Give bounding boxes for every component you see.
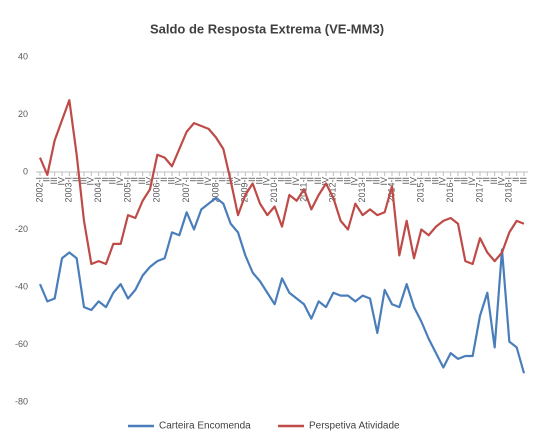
- x-tick-label: IV: [144, 177, 154, 186]
- x-tick-label: IV: [438, 177, 448, 186]
- x-tick-label: II: [482, 177, 492, 182]
- x-tick-label: IV: [203, 177, 213, 186]
- x-tick-label: 2008-I: [210, 177, 220, 203]
- x-tick-label: IV: [320, 177, 330, 186]
- x-tick-label: IV: [232, 177, 242, 186]
- x-tick-label: IV: [115, 177, 125, 186]
- x-tick-label: IV: [262, 177, 272, 186]
- x-tick-label: IV: [291, 177, 301, 186]
- x-tick-label: IV: [467, 177, 477, 186]
- line-series: [38, 99, 525, 266]
- x-tick-label: II: [306, 177, 316, 182]
- x-tick-label: 2012-I: [328, 177, 338, 203]
- x-tick-label: II: [452, 177, 462, 182]
- x-tick-label: III: [108, 177, 118, 185]
- x-tick-label: IV: [350, 177, 360, 186]
- x-tick-label: II: [130, 177, 140, 182]
- legend-label: Carteira Encomenda: [159, 421, 251, 432]
- x-tick-label: II: [42, 177, 52, 182]
- x-tick-label: II: [364, 177, 374, 182]
- line-series: [38, 196, 526, 374]
- x-tick-label: 2010-I: [269, 177, 279, 203]
- x-tick-label: 2009-I: [240, 177, 250, 203]
- x-tick-label: IV: [56, 177, 66, 186]
- x-tick-label: II: [159, 177, 169, 182]
- x-tick-label: IV: [174, 177, 184, 186]
- x-tick-label: III: [342, 177, 352, 185]
- x-tick-label: 2003-I: [64, 177, 74, 203]
- x-tick-label: II: [423, 177, 433, 182]
- x-tick-label: 2004-I: [93, 177, 103, 203]
- x-tick-label: 2002-I: [34, 177, 44, 203]
- x-tick-label: III: [460, 177, 470, 185]
- y-tick-label: 0: [23, 166, 28, 176]
- x-tick-label: III: [254, 177, 264, 185]
- x-tick-label: III: [489, 177, 499, 185]
- x-tick-label: III: [196, 177, 206, 185]
- x-tick-label: III: [284, 177, 294, 185]
- x-tick-label: II: [218, 177, 228, 182]
- x-tick-label: IV: [408, 177, 418, 186]
- x-tick-label: III: [430, 177, 440, 185]
- y-tick-label: -60: [15, 339, 28, 349]
- x-tick-label: 2018-I: [504, 177, 514, 203]
- y-tick-label: 20: [18, 109, 28, 119]
- x-tick-label: III: [78, 177, 88, 185]
- x-tick-label: 2016-I: [445, 177, 455, 203]
- y-tick-label: 40: [18, 51, 28, 61]
- x-tick-label: III: [137, 177, 147, 185]
- y-tick-label: -80: [15, 396, 28, 406]
- legend-label: Perspetiva Atividade: [309, 421, 400, 432]
- x-tick-label: 2005-I: [122, 177, 132, 203]
- x-tick-label: II: [71, 177, 81, 182]
- x-tick-label: II: [100, 177, 110, 182]
- x-tick-label: III: [166, 177, 176, 185]
- x-tick-label: IV: [86, 177, 96, 186]
- x-tick-label: II: [335, 177, 345, 182]
- x-tick-label: 2007-I: [181, 177, 191, 203]
- x-tick-label: 2015-I: [416, 177, 426, 203]
- x-tick-label: III: [313, 177, 323, 185]
- y-tick-label: -40: [15, 281, 28, 291]
- x-tick-label: III: [401, 177, 411, 185]
- x-tick-label: III: [372, 177, 382, 185]
- x-tick-label: 2006-I: [152, 177, 162, 203]
- x-tick-label: II: [188, 177, 198, 182]
- x-tick-label: II: [247, 177, 257, 182]
- x-tick-label: 2017-I: [474, 177, 484, 203]
- x-tick-label: 2013-I: [357, 177, 367, 203]
- x-tick-label: II: [394, 177, 404, 182]
- x-tick-label: III: [518, 177, 528, 185]
- x-tick-label: II: [276, 177, 286, 182]
- x-tick-label: III: [49, 177, 59, 185]
- chart-title: Saldo de Resposta Extrema (VE-MM3): [150, 21, 384, 36]
- y-tick-label: -20: [15, 224, 28, 234]
- x-tick-label: II: [511, 177, 521, 182]
- x-tick-label: IV: [496, 177, 506, 186]
- x-tick-label: IV: [379, 177, 389, 186]
